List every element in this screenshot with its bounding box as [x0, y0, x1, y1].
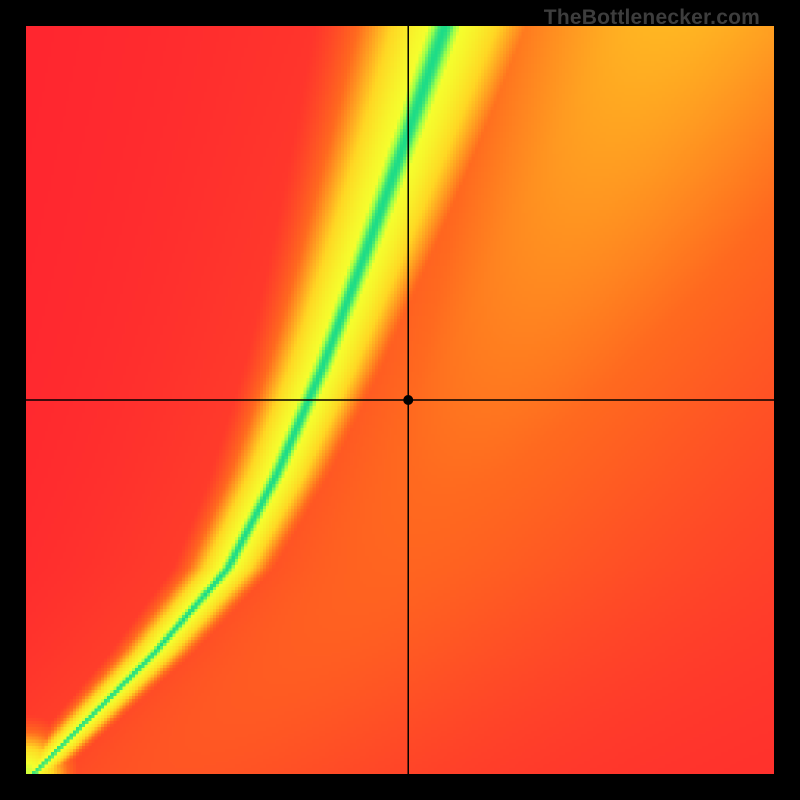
- heatmap-canvas: [26, 26, 774, 774]
- watermark-text: TheBottlenecker.com: [544, 6, 760, 30]
- heatmap-plot: [26, 26, 774, 774]
